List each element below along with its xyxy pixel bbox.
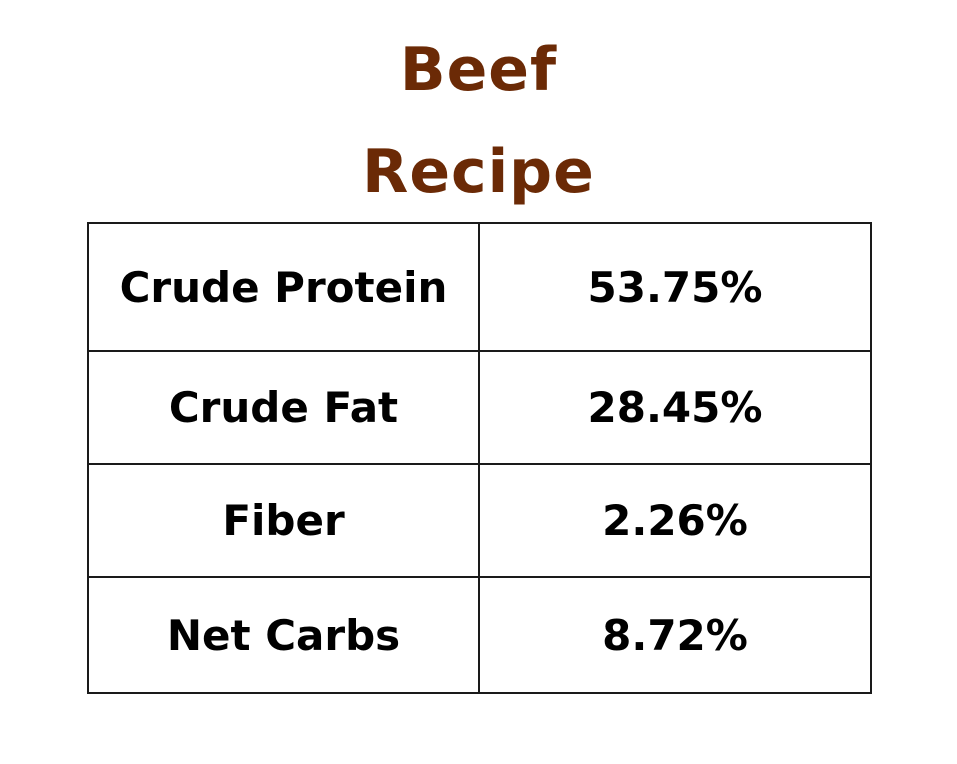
table-row: Crude Protein 53.75% bbox=[87, 222, 872, 352]
nutrient-label: Crude Protein bbox=[87, 222, 480, 352]
recipe-title-line2: Recipe bbox=[362, 137, 595, 207]
nutrient-label: Fiber bbox=[87, 463, 480, 578]
table-row: Crude Fat 28.45% bbox=[87, 350, 872, 465]
nutrient-label: Crude Fat bbox=[87, 350, 480, 465]
table-row: Fiber 2.26% bbox=[87, 463, 872, 578]
recipe-title-line1: Beef bbox=[399, 35, 558, 105]
nutrient-label: Net Carbs bbox=[87, 576, 480, 694]
table-row: Net Carbs 8.72% bbox=[87, 576, 872, 694]
nutrient-value: 53.75% bbox=[478, 222, 872, 352]
nutrition-table: Crude Protein 53.75% Crude Fat 28.45% Fi… bbox=[87, 222, 872, 694]
nutrient-value: 8.72% bbox=[478, 576, 872, 694]
nutrient-value: 2.26% bbox=[478, 463, 872, 578]
nutrient-value: 28.45% bbox=[478, 350, 872, 465]
